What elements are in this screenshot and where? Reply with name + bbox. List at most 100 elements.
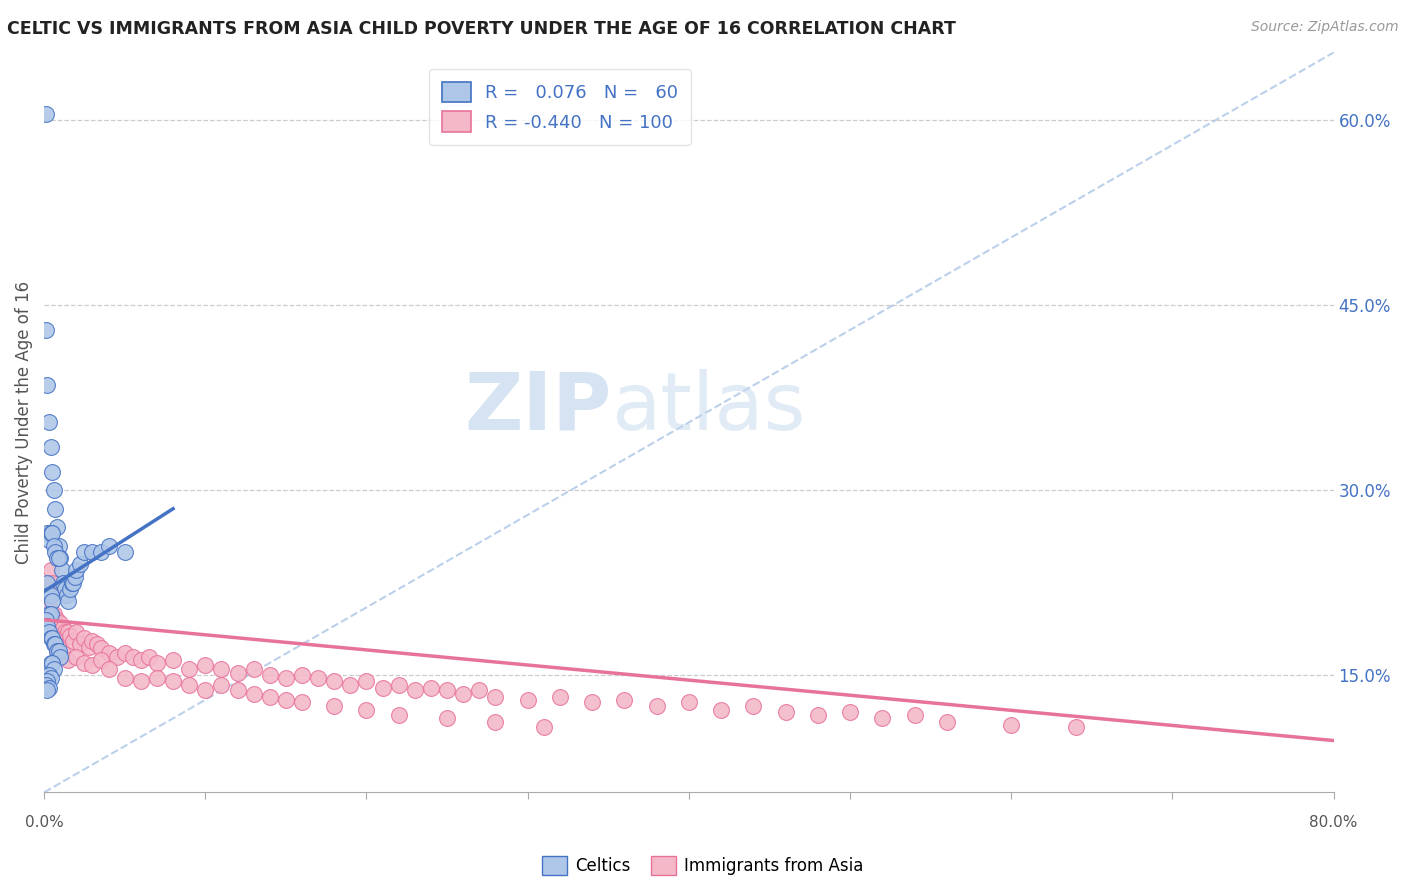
Point [581, 695, 603, 709]
Point [73, 656, 96, 670]
Point [129, 653, 152, 667]
Point [89, 545, 111, 559]
Point [451, 687, 474, 701]
Point [484, 690, 506, 705]
Point [38, 681, 60, 695]
Point [37, 588, 59, 602]
Point [371, 681, 394, 695]
Point [274, 693, 297, 707]
Point [49, 649, 72, 664]
Point [356, 703, 378, 717]
Point [69, 637, 91, 651]
Point [39, 440, 62, 454]
Point [209, 662, 232, 676]
Point [46, 643, 69, 657]
Point [114, 671, 136, 685]
Point [41, 607, 63, 621]
Point [65, 625, 87, 640]
Point [37, 674, 59, 689]
Point [41, 575, 63, 590]
Point [339, 678, 361, 692]
Point [903, 707, 925, 722]
Point [39, 656, 62, 670]
Point [49, 649, 72, 664]
Point [38, 588, 60, 602]
Point [242, 687, 264, 701]
Point [42, 607, 65, 621]
Point [52, 646, 75, 660]
Point [35, 107, 58, 121]
Point [82, 545, 104, 559]
Point [46, 551, 69, 566]
Point [46, 643, 69, 657]
Point [41, 594, 63, 608]
Point [194, 658, 217, 673]
Point [44, 613, 66, 627]
Point [35, 678, 58, 692]
Point [42, 539, 65, 553]
Point [42, 662, 65, 676]
Point [436, 711, 458, 725]
Point [114, 545, 136, 559]
Point [37, 575, 59, 590]
Point [114, 646, 136, 660]
Point [38, 607, 60, 621]
Point [53, 582, 76, 596]
Point [41, 656, 63, 670]
Point [52, 621, 75, 635]
Y-axis label: Child Poverty Under the Age of 16: Child Poverty Under the Age of 16 [15, 281, 32, 564]
Point [86, 637, 108, 651]
Point [1064, 720, 1087, 734]
Point [807, 707, 830, 722]
Point [162, 674, 184, 689]
Point [37, 683, 59, 698]
Point [323, 674, 346, 689]
Point [41, 526, 63, 541]
Point [242, 662, 264, 676]
Point [307, 671, 329, 685]
Point [404, 683, 426, 698]
Point [37, 526, 59, 541]
Point [38, 582, 60, 596]
Point [44, 637, 66, 651]
Point [39, 613, 62, 627]
Point [839, 705, 862, 719]
Point [259, 668, 281, 682]
Point [179, 662, 201, 676]
Point [105, 649, 128, 664]
Point [710, 703, 733, 717]
Point [38, 668, 60, 682]
Text: 0.0%: 0.0% [25, 814, 63, 830]
Point [179, 678, 201, 692]
Point [48, 646, 70, 660]
Point [46, 520, 69, 534]
Point [436, 683, 458, 698]
Point [138, 649, 160, 664]
Point [37, 619, 59, 633]
Point [44, 545, 66, 559]
Point [35, 613, 58, 627]
Point [82, 633, 104, 648]
Point [533, 720, 555, 734]
Text: Source: ZipAtlas.com: Source: ZipAtlas.com [1251, 20, 1399, 34]
Point [38, 625, 60, 640]
Point [89, 641, 111, 656]
Point [48, 619, 70, 633]
Point [73, 631, 96, 645]
Text: atlas: atlas [612, 368, 806, 447]
Point [97, 646, 120, 660]
Point [55, 629, 77, 643]
Point [548, 690, 571, 705]
Point [39, 671, 62, 685]
Point [39, 588, 62, 602]
Point [678, 695, 700, 709]
Point [44, 501, 66, 516]
Point [48, 643, 70, 657]
Point [73, 545, 96, 559]
Point [58, 594, 80, 608]
Point [49, 551, 72, 566]
Point [53, 625, 76, 640]
Point [44, 637, 66, 651]
Point [42, 483, 65, 498]
Point [388, 707, 411, 722]
